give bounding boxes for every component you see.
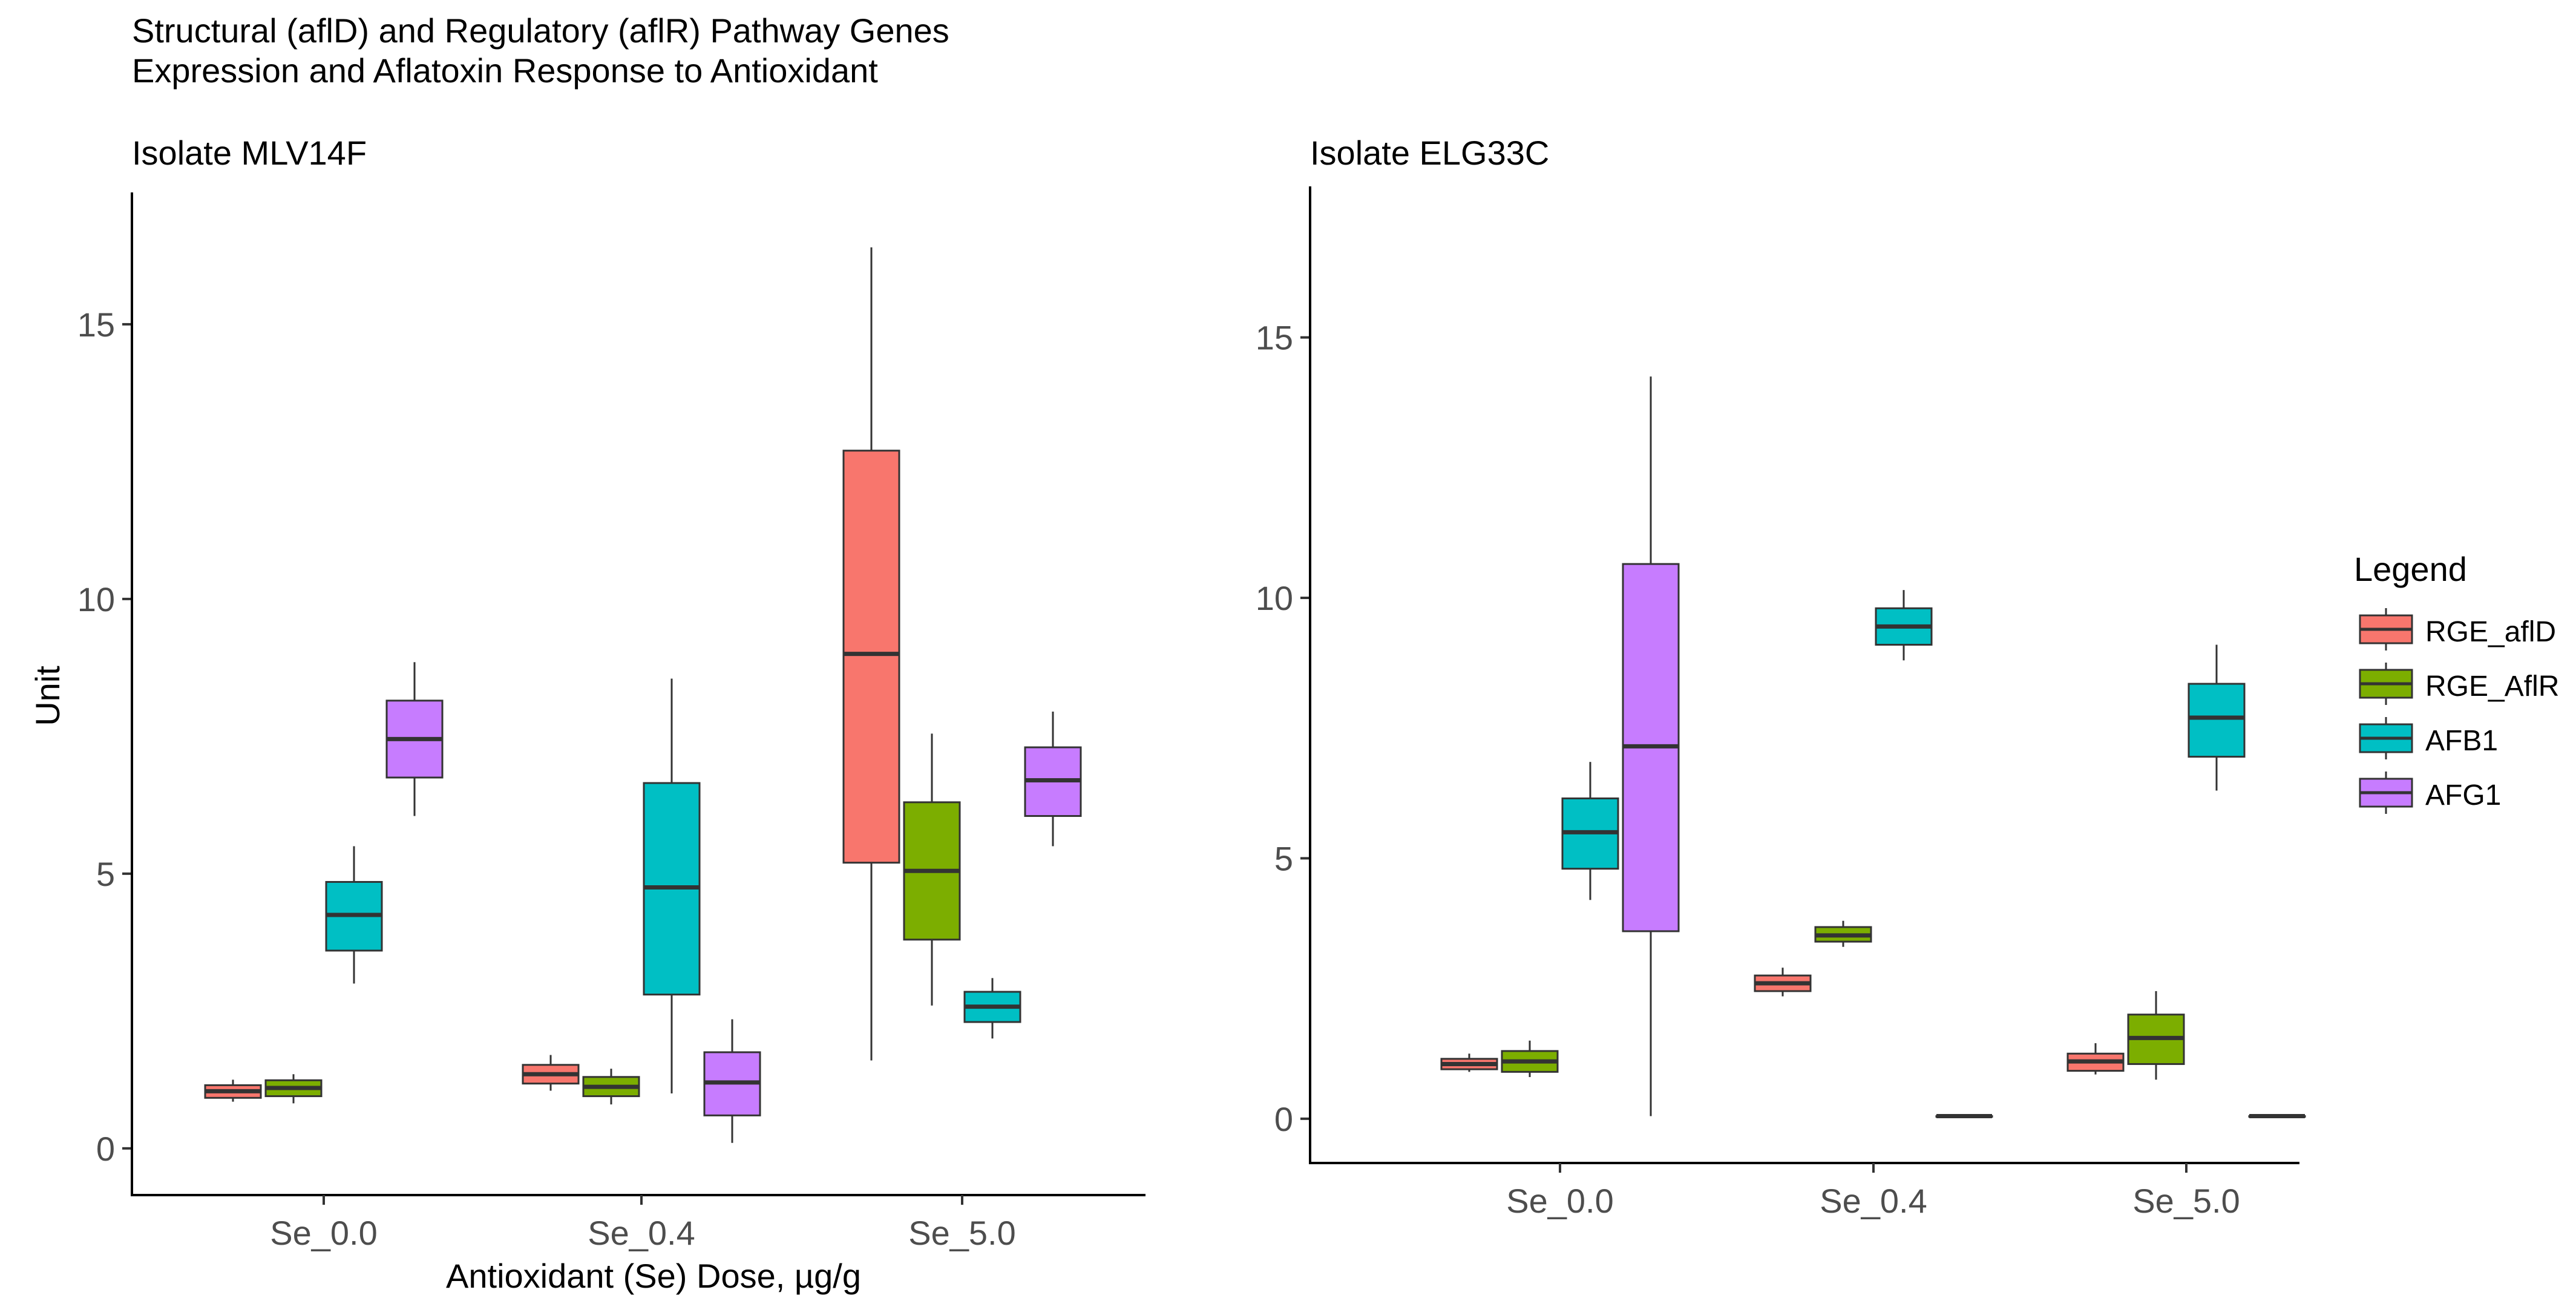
box-AFG1-Se_5.0 (1024, 712, 1082, 847)
x-tick-label: Se_5.0 (2132, 1182, 2240, 1220)
figure-title-line-2: Expression and Aflatoxin Response to Ant… (132, 51, 878, 90)
x-axis-title: Antioxidant (Se) Dose, µg/g (446, 1257, 861, 1295)
legend-title: Legend (2354, 550, 2467, 588)
legend-label: RGE_AflR (2425, 670, 2559, 703)
box-RGE_aflD-Se_0.0 (1440, 1053, 1498, 1072)
x-tick-label: Se_0.0 (270, 1214, 378, 1252)
panel-isolate-elg33c: Isolate ELG33C 0 5 10 15 Se_0.0 Se_0.4 Se_5.0 (1256, 134, 2306, 1220)
y-tick-label: 15 (1256, 319, 1293, 357)
figure-title-line-1: Structural (aflD) and Regulatory (aflR) … (132, 11, 949, 50)
box-AFG1-Se_0.4 (1935, 1114, 1993, 1119)
legend-label: AFB1 (2425, 725, 2498, 757)
box-RGE_aflD-Se_5.0 (2066, 1043, 2125, 1075)
legend-label: AFG1 (2425, 779, 2501, 811)
box-RGE_AflR-Se_0.0 (1501, 1040, 1559, 1077)
box-AFB1-Se_0.0 (325, 846, 383, 984)
box-RGE_aflD-Se_0.0 (204, 1080, 262, 1102)
box-RGE_AflR-Se_5.0 (2127, 991, 2185, 1080)
y-tick-label: 15 (77, 306, 115, 344)
box-AFG1-Se_0.4 (703, 1019, 761, 1143)
x-tick-label: Se_0.0 (1506, 1182, 1614, 1220)
panel-subtitle: Isolate ELG33C (1310, 134, 1549, 172)
legend-item-AFB1: AFB1 (2359, 717, 2498, 759)
y-tick-label: 5 (96, 855, 115, 893)
x-tick-label: Se_5.0 (908, 1214, 1016, 1252)
x-tick-label: Se_0.4 (588, 1214, 695, 1252)
y-tick-label: 10 (77, 580, 115, 618)
box-RGE_AflR-Se_5.0 (903, 733, 961, 1006)
box-RGE_AflR-Se_0.0 (264, 1074, 323, 1104)
x-tick-label: Se_0.4 (1820, 1182, 1927, 1220)
box-AFG1-Se_0.0 (1622, 376, 1680, 1116)
legend-item-AFG1: AFG1 (2359, 772, 2501, 814)
box-AFB1-Se_5.0 (963, 978, 1021, 1039)
box-RGE_AflR-Se_0.4 (1814, 920, 1872, 947)
legend-label: RGE_aflD (2425, 616, 2556, 648)
legend: Legend RGE_aflD RGE_AflR AFB1 AFG1 (2354, 550, 2559, 814)
panel-isolate-mlv14f: Isolate MLV14F 0 5 10 15 Se_0.0 Se_0.4 Se_5.0… (28, 134, 1145, 1295)
box-AFB1-Se_5.0 (2188, 644, 2246, 791)
y-tick-label: 0 (1274, 1100, 1293, 1138)
panel-subtitle: Isolate MLV14F (132, 134, 367, 172)
box-AFB1-Se_0.4 (1875, 590, 1933, 661)
y-tick-label: 10 (1256, 579, 1293, 617)
box-RGE_aflD-Se_0.4 (1754, 968, 1812, 997)
box-AFG1-Se_5.0 (2248, 1114, 2306, 1119)
box-body (842, 450, 900, 864)
y-tick-label: 0 (96, 1130, 115, 1168)
box-AFB1-Se_0.4 (643, 678, 701, 1094)
legend-item-RGE_AflR: RGE_AflR (2359, 663, 2559, 705)
box-AFB1-Se_0.0 (1561, 762, 1619, 900)
box-RGE_aflD-Se_0.4 (522, 1055, 580, 1091)
box-RGE_AflR-Se_0.4 (582, 1069, 640, 1105)
box-RGE_aflD-Se_5.0 (842, 247, 900, 1061)
y-tick-label: 5 (1274, 839, 1293, 877)
box-AFG1-Se_0.0 (385, 662, 444, 816)
box-body (2188, 683, 2246, 758)
legend-item-RGE_aflD: RGE_aflD (2359, 608, 2556, 650)
y-axis-title: Unit (28, 666, 67, 726)
